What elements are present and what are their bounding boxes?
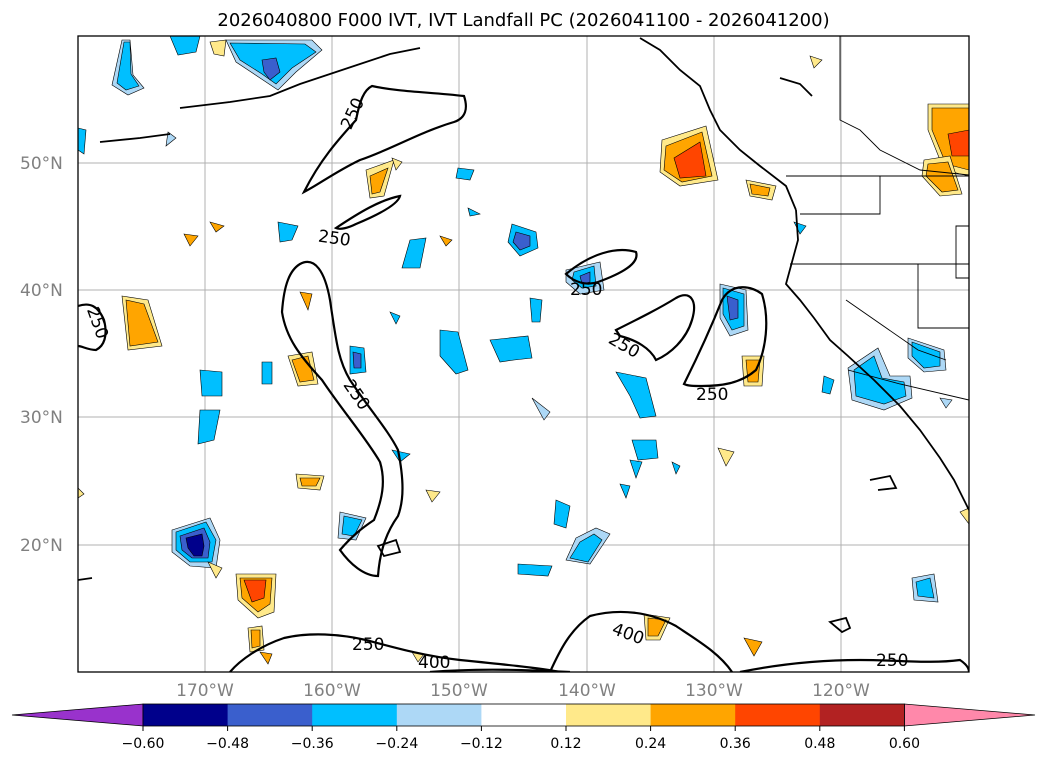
- ivt-contour-label: 250: [352, 635, 384, 655]
- colorbar-bin: [735, 704, 821, 726]
- ivt-contour-label: 250: [876, 651, 908, 671]
- colorbar-bin: [650, 704, 736, 726]
- colorbar-tick-label: −0.12: [460, 736, 503, 752]
- colorbar-bin: [312, 704, 398, 726]
- colorbar-tick-label: −0.24: [375, 736, 418, 752]
- ivt-contour-label: 250: [570, 280, 602, 300]
- colorbar-tick-label: 0.24: [635, 736, 666, 752]
- lat-label-50n: 50°N: [20, 154, 63, 174]
- ivt-contour-label: 250: [696, 385, 728, 405]
- colorbar-bin: [481, 704, 567, 726]
- lat-label-40n: 40°N: [20, 281, 63, 301]
- pc-filled-contours: [78, 36, 969, 665]
- colorbar-extend-max: [904, 703, 1036, 727]
- lat-label-30n: 30°N: [20, 408, 63, 428]
- lat-label-20n: 20°N: [20, 536, 63, 556]
- colorbar-tick-label: −0.60: [122, 736, 165, 752]
- colorbar-bin: [396, 704, 482, 726]
- longitude-labels: 170°W 160°W 150°W 140°W 130°W 120°W: [176, 681, 870, 701]
- lon-label-170w: 170°W: [176, 681, 234, 701]
- colorbar-extend-min: [11, 703, 144, 727]
- lon-label-130w: 130°W: [685, 681, 743, 701]
- colorbar-tick-label: −0.36: [291, 736, 334, 752]
- borders: [786, 36, 969, 401]
- colorbar-tick-label: 0.48: [804, 736, 835, 752]
- colorbar-tick-label: 0.12: [550, 736, 581, 752]
- colorbar-tick-label: 0.36: [720, 736, 751, 752]
- ivt-contour-label: 250: [317, 227, 352, 251]
- colorbar-tick-label: −0.48: [206, 736, 249, 752]
- map-title: 2026040800 F000 IVT, IVT Landfall PC (20…: [217, 10, 830, 31]
- latitude-labels: 50°N 40°N 30°N 20°N: [20, 154, 63, 556]
- colorbar-tick-label: 0.60: [889, 736, 920, 752]
- lon-label-160w: 160°W: [303, 681, 361, 701]
- lon-label-140w: 140°W: [558, 681, 616, 701]
- colorbar-bin: [566, 704, 652, 726]
- ivt-contour-label: 400: [418, 653, 450, 673]
- colorbar: −0.60 −0.48 −0.36 −0.24 −0.12 0.12 0.24 0.36 0.4…: [11, 703, 1036, 752]
- lon-label-150w: 150°W: [430, 681, 488, 701]
- colorbar-frame: [142, 703, 905, 727]
- coastlines: [78, 37, 969, 634]
- colorbar-bin: [227, 704, 313, 726]
- plot-frame: [77, 35, 970, 673]
- lon-label-120w: 120°W: [812, 681, 870, 701]
- ivt-contours: [78, 84, 969, 672]
- colorbar-bin: [819, 704, 905, 726]
- colorbar-bin: [143, 704, 229, 726]
